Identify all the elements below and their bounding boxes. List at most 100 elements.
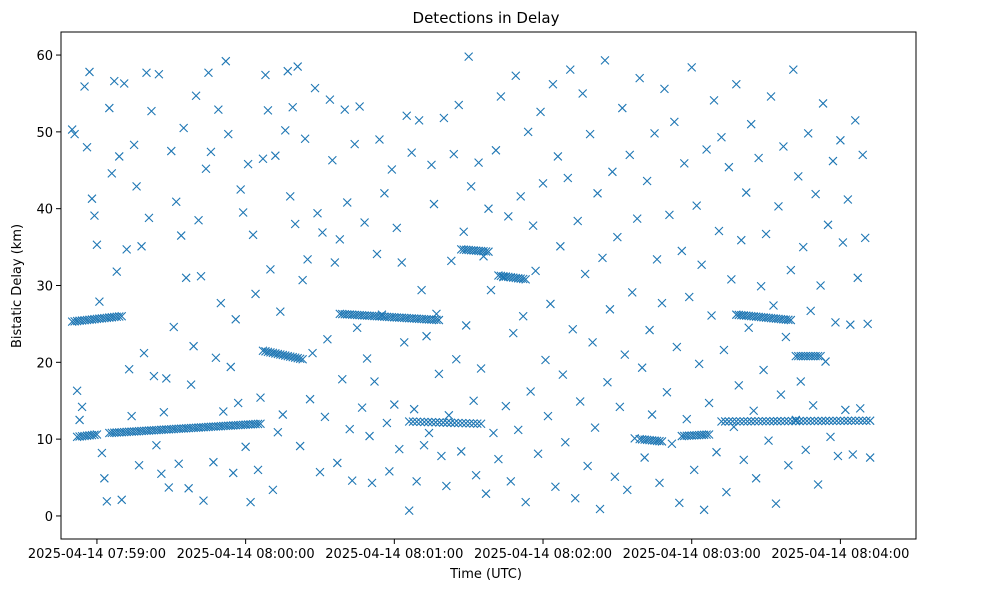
data-point-marker xyxy=(456,447,466,456)
data-point-marker xyxy=(833,451,843,461)
data-point-marker xyxy=(521,497,531,507)
data-point-marker xyxy=(627,288,637,297)
data-point-marker xyxy=(836,135,845,145)
data-point-marker xyxy=(342,198,352,207)
data-point-marker xyxy=(570,493,580,503)
data-point-marker xyxy=(251,289,260,299)
data-point-marker xyxy=(166,146,176,156)
data-point-marker xyxy=(817,416,827,426)
data-point-marker xyxy=(821,416,830,426)
data-point-marker xyxy=(298,354,308,364)
data-point-marker xyxy=(720,417,730,426)
data-point-marker xyxy=(734,380,744,390)
data-point-marker xyxy=(850,115,860,125)
data-point-marker xyxy=(77,402,87,412)
data-point-marker xyxy=(149,371,159,381)
plot-frame xyxy=(60,31,917,540)
data-point-marker xyxy=(444,410,454,420)
data-point-marker xyxy=(201,164,211,174)
data-point-marker xyxy=(382,418,392,428)
data-point-marker xyxy=(533,449,543,459)
data-point-marker xyxy=(744,323,754,333)
data-point-marker xyxy=(808,400,818,410)
data-point-marker xyxy=(119,79,129,88)
data-point-marker xyxy=(761,229,771,239)
data-point-marker xyxy=(850,416,860,426)
data-point-marker xyxy=(749,406,759,416)
data-point-marker xyxy=(402,111,412,121)
data-point-marker xyxy=(783,460,793,470)
y-tick-label: 30 xyxy=(36,280,53,295)
data-point-marker xyxy=(288,102,298,112)
data-point-marker xyxy=(726,274,736,284)
data-point-marker xyxy=(206,147,216,157)
data-point-marker xyxy=(796,377,806,386)
x-tick-label: 2025-04-14 07:59:00 xyxy=(28,547,166,562)
data-point-marker xyxy=(310,83,320,93)
data-point-marker xyxy=(355,102,365,111)
data-point-marker xyxy=(672,342,682,352)
data-point-marker xyxy=(699,505,709,515)
data-point-marker xyxy=(99,473,109,483)
data-point-marker xyxy=(80,82,89,91)
data-point-marker xyxy=(779,142,788,151)
data-point-marker xyxy=(290,219,300,229)
data-point-marker xyxy=(793,172,803,181)
data-point-marker xyxy=(783,315,793,325)
data-point-marker xyxy=(164,483,174,492)
data-point-marker xyxy=(712,447,721,457)
data-point-marker xyxy=(573,216,583,226)
data-point-marker xyxy=(261,70,270,80)
data-point-marker xyxy=(608,167,617,177)
data-point-marker xyxy=(429,199,439,209)
data-point-marker xyxy=(590,423,600,433)
data-point-marker xyxy=(213,105,223,114)
data-point-marker xyxy=(769,301,778,310)
data-point-marker xyxy=(622,485,632,495)
data-point-marker xyxy=(798,416,808,426)
data-point-marker xyxy=(295,441,305,451)
data-point-marker xyxy=(280,125,290,135)
data-point-marker xyxy=(412,476,422,486)
data-point-marker xyxy=(479,251,488,261)
data-point-marker xyxy=(580,269,590,279)
data-point-marker xyxy=(848,450,858,459)
data-point-marker xyxy=(438,418,448,427)
data-point-marker xyxy=(660,84,669,94)
data-point-marker xyxy=(854,416,864,426)
data-point-marker xyxy=(419,440,429,450)
data-points xyxy=(67,52,875,515)
data-point-marker xyxy=(860,233,870,243)
data-point-marker xyxy=(129,140,139,150)
chart-title: Detections in Delay xyxy=(413,9,560,27)
data-point-marker xyxy=(831,317,840,327)
data-point-marker xyxy=(486,285,496,295)
data-point-marker xyxy=(568,324,578,334)
data-point-marker xyxy=(469,419,478,428)
data-point-marker xyxy=(392,223,402,233)
y-axis-label: Bistatic Delay (km) xyxy=(10,224,25,348)
data-point-marker xyxy=(595,504,605,514)
data-point-marker xyxy=(563,173,573,183)
data-point-marker xyxy=(828,156,838,166)
data-point-marker xyxy=(555,241,565,251)
data-point-marker xyxy=(746,416,756,426)
data-point-marker xyxy=(776,416,786,426)
data-point-marker xyxy=(256,419,265,429)
data-point-marker xyxy=(298,275,308,285)
data-point-marker xyxy=(176,231,186,240)
data-point-marker xyxy=(863,319,873,329)
data-point-marker xyxy=(481,247,491,256)
data-point-marker xyxy=(751,473,761,483)
data-point-marker xyxy=(689,465,699,475)
data-point-marker xyxy=(832,416,842,426)
data-point-marker xyxy=(791,415,801,425)
data-point-marker xyxy=(457,418,467,428)
data-point-marker xyxy=(241,442,251,452)
data-point-marker xyxy=(536,107,545,117)
data-point-marker xyxy=(427,160,436,170)
data-point-marker xyxy=(305,394,315,404)
data-point-marker xyxy=(92,430,102,439)
x-tick-label: 2025-04-14 08:03:00 xyxy=(623,547,761,562)
